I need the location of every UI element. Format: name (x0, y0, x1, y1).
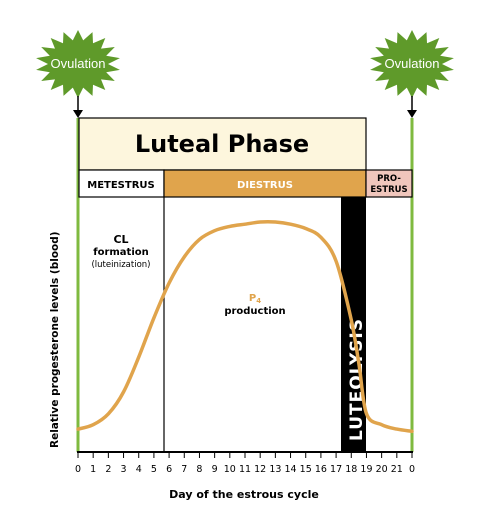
x-tick-label: 21 (391, 464, 403, 475)
x-tick-label: 0 (75, 464, 81, 475)
x-tick-label: 18 (345, 464, 357, 475)
ovulation-left-starburst (36, 30, 120, 98)
diestrus-band (163, 169, 367, 198)
diestrus-label: DIESTRUS (237, 180, 293, 191)
x-tick-label: 13 (269, 464, 281, 475)
proestrus-label-line2: ESTRUS (370, 185, 407, 195)
x-axis-title: Day of the estrous cycle (169, 488, 319, 501)
x-tick-label: 17 (330, 464, 342, 475)
ovulation-right-label: Ovulation (385, 56, 440, 71)
cl-label: CL (113, 233, 128, 246)
luteolysis-label: LUTEOLYSIS (347, 318, 367, 441)
x-tick-label: 1 (90, 464, 96, 475)
cl-formation-label: formation (93, 247, 149, 258)
metestrus-label: METESTRUS (87, 180, 154, 191)
x-tick-label: 20 (376, 464, 388, 475)
cl-luteinization-label: (luteinization) (91, 260, 150, 270)
x-tick-label: 0 (409, 464, 415, 475)
x-tick-label: 2 (105, 464, 111, 475)
x-tick-label: 8 (196, 464, 202, 475)
progesterone-curve (76, 219, 414, 434)
x-tick-label: 16 (315, 464, 327, 475)
p4-subscript: 4 (256, 297, 261, 305)
ovulation-right-arrowhead (407, 110, 417, 118)
metestrus-band (78, 169, 165, 198)
luteal-phase-box (78, 117, 367, 171)
p4-label: P4 (249, 293, 261, 305)
ovulation-left-marker: Ovulation (36, 30, 120, 118)
ovulation-right-marker: Ovulation (370, 30, 454, 118)
x-axis-ticks: 0 1 2 3 4 5 6 7 8 9 10 11 12 13 14 15 16 17 18 19 20 21 0 (75, 452, 415, 475)
p4-production-label: production (224, 306, 285, 317)
x-tick-label: 10 (224, 464, 236, 475)
ovulation-left-label: Ovulation (51, 56, 106, 71)
x-tick-label: 12 (254, 464, 266, 475)
x-tick-label: 11 (239, 464, 251, 475)
ovulation-right-starburst (370, 30, 454, 98)
luteal-phase-title: Luteal Phase (135, 130, 309, 158)
x-tick-label: 9 (212, 464, 218, 475)
x-tick-label: 6 (166, 464, 172, 475)
x-tick-label: 15 (300, 464, 312, 475)
x-tick-label: 7 (181, 464, 187, 475)
x-tick-label: 5 (151, 464, 157, 475)
y-axis-title: Relative progesterone levels (blood) (49, 231, 61, 448)
x-tick-label: 14 (284, 464, 296, 475)
x-tick-label: 4 (136, 464, 142, 475)
ovulation-left-arrowhead (73, 110, 83, 118)
proestrus-label-line1: PRO- (377, 174, 401, 184)
p4-symbol: P (249, 293, 256, 304)
x-tick-label: 3 (121, 464, 127, 475)
x-tick-label: 19 (360, 464, 372, 475)
proestrus-band (365, 169, 413, 198)
